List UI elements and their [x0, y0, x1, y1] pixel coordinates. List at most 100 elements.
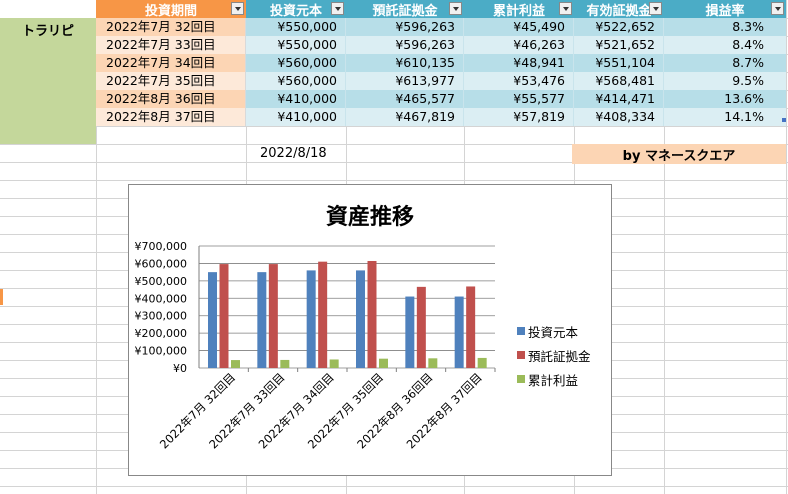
profit-cell[interactable]: ¥55,577	[464, 90, 574, 108]
byline-cell[interactable]: by マネースクエア	[572, 144, 786, 164]
table-row[interactable]: 2022年8月 37回目 ¥410,000 ¥467,819 ¥57,819 ¥408,…	[96, 108, 786, 126]
effective-cell[interactable]: ¥551,104	[574, 54, 664, 72]
filter-dropdown-deposit[interactable]	[449, 2, 462, 15]
y-tick-label: ¥0	[173, 362, 187, 375]
deposit-cell[interactable]: ¥613,977	[346, 72, 464, 90]
y-tick-label: ¥600,000	[135, 257, 188, 270]
bar-deposit	[367, 260, 377, 368]
bar-principal	[208, 272, 217, 368]
effective-cell[interactable]: ¥522,652	[574, 18, 664, 36]
principal-cell[interactable]: ¥550,000	[246, 36, 346, 54]
legend-item-profit: 累計利益	[517, 367, 591, 391]
deposit-cell[interactable]: ¥610,135	[346, 54, 464, 72]
profit-cell[interactable]: ¥45,490	[464, 18, 574, 36]
bar-profit	[231, 360, 240, 368]
period-cell[interactable]: 2022年7月 34回目	[96, 54, 246, 72]
rate-cell[interactable]: 8.3%	[664, 18, 786, 36]
y-tick-label: ¥300,000	[135, 310, 188, 323]
principal-cell[interactable]: ¥560,000	[246, 72, 346, 90]
period-cell[interactable]: 2022年8月 37回目	[96, 108, 246, 126]
header-rate: 損益率	[664, 0, 786, 19]
rate-cell[interactable]: 13.6%	[664, 90, 786, 108]
bar-principal	[356, 270, 365, 368]
filter-dropdown-period[interactable]	[231, 2, 244, 15]
table-row[interactable]: 2022年7月 32回目 ¥550,000 ¥596,263 ¥45,490 ¥522,…	[96, 18, 786, 36]
filter-dropdown-profit[interactable]	[559, 2, 572, 15]
deposit-cell[interactable]: ¥465,577	[346, 90, 464, 108]
deposit-cell[interactable]: ¥596,263	[346, 18, 464, 36]
filter-dropdown-rate[interactable]	[771, 2, 784, 15]
effective-cell[interactable]: ¥414,471	[574, 90, 664, 108]
header-deposit: 預託証拠金	[346, 0, 464, 19]
legend-label-deposit: 預託証拠金	[528, 348, 591, 364]
rate-cell[interactable]: 8.7%	[664, 54, 786, 72]
table-row[interactable]: 2022年8月 36回目 ¥410,000 ¥465,577 ¥55,577 ¥414,…	[96, 90, 786, 108]
rate-cell[interactable]: 14.1%	[664, 108, 786, 126]
effective-cell[interactable]: ¥521,652	[574, 36, 664, 54]
filter-dropdown-effective[interactable]	[649, 2, 662, 15]
bar-profit	[477, 357, 487, 368]
principal-cell[interactable]: ¥410,000	[246, 108, 346, 126]
bar-profit	[329, 359, 339, 368]
profit-cell[interactable]: ¥57,819	[464, 108, 574, 126]
bar-deposit	[416, 286, 426, 368]
deposit-cell[interactable]: ¥467,819	[346, 108, 464, 126]
header-effective-label: 有効証拠金	[586, 3, 652, 19]
bar-deposit	[268, 264, 278, 368]
grid-row-line	[0, 486, 788, 487]
period-cell[interactable]: 2022年7月 35回目	[96, 72, 246, 90]
grid-row-line	[0, 126, 788, 127]
bar-principal	[454, 296, 464, 368]
bar-principal	[257, 272, 267, 368]
profit-cell[interactable]: ¥53,476	[464, 72, 574, 90]
filter-dropdown-principal[interactable]	[331, 2, 344, 15]
y-tick-label: ¥700,000	[135, 240, 188, 253]
legend-label-profit: 累計利益	[528, 372, 579, 388]
grid-column-line	[664, 0, 665, 494]
asset-chart[interactable]: 資産推移 ¥0 ¥100,000 ¥200,000 ¥300,000 ¥400,000 ¥…	[128, 184, 612, 476]
grid-row-line	[0, 180, 788, 181]
chart-title: 資産推移	[325, 205, 414, 230]
period-cell[interactable]: 2022年7月 33回目	[96, 36, 246, 54]
grid-column-line	[96, 0, 97, 494]
bar-principal	[405, 296, 415, 368]
table-row[interactable]: 2022年7月 35回目 ¥560,000 ¥613,977 ¥53,476 ¥568,…	[96, 72, 786, 90]
legend-item-deposit: 預託証拠金	[517, 343, 591, 367]
period-cell[interactable]: 2022年8月 36回目	[96, 90, 246, 108]
account-name-cell[interactable]: トラリピ	[0, 18, 96, 144]
bar-profit	[379, 358, 388, 368]
table-resize-handle[interactable]	[782, 118, 786, 122]
header-deposit-label: 預託証拠金	[372, 3, 438, 19]
profit-cell[interactable]: ¥46,263	[464, 36, 574, 54]
legend-swatch-deposit	[517, 351, 525, 359]
profit-cell[interactable]: ¥48,941	[464, 54, 574, 72]
header-principal-label: 投資元本	[269, 3, 322, 19]
deposit-cell[interactable]: ¥596,263	[346, 36, 464, 54]
legend-item-principal: 投資元本	[517, 319, 591, 343]
principal-cell[interactable]: ¥550,000	[246, 18, 346, 36]
rate-cell[interactable]: 9.5%	[664, 72, 786, 90]
table-row[interactable]: 2022年7月 33回目 ¥550,000 ¥596,263 ¥46,263 ¥521,…	[96, 36, 786, 54]
bar-profit	[280, 359, 290, 368]
bar-profit	[428, 358, 438, 368]
y-tick-label: ¥400,000	[135, 292, 188, 305]
header-rate-label: 損益率	[705, 3, 745, 19]
header-effective: 有効証拠金	[574, 0, 664, 19]
header-period-label: 投資期間	[144, 3, 197, 19]
effective-cell[interactable]: ¥568,481	[574, 72, 664, 90]
period-cell[interactable]: 2022年7月 32回目	[96, 18, 246, 36]
principal-cell[interactable]: ¥410,000	[246, 90, 346, 108]
chart-plot: ¥0 ¥100,000 ¥200,000 ¥300,000 ¥400,000 ¥500,0…	[135, 240, 496, 451]
rate-cell[interactable]: 8.4%	[664, 36, 786, 54]
header-principal: 投資元本	[246, 0, 346, 19]
bar-deposit	[219, 264, 229, 368]
grid-column-line	[786, 0, 787, 494]
principal-cell[interactable]: ¥560,000	[246, 54, 346, 72]
table-row[interactable]: 2022年7月 34回目 ¥560,000 ¥610,135 ¥48,941 ¥551,…	[96, 54, 786, 72]
effective-cell[interactable]: ¥408,334	[574, 108, 664, 126]
y-tick-label: ¥200,000	[135, 327, 188, 340]
date-cell[interactable]: 2022/8/18	[260, 146, 327, 161]
chart-legend: 投資元本 預託証拠金 累計利益	[517, 319, 591, 391]
bar-deposit	[466, 286, 476, 368]
y-tick-label: ¥500,000	[135, 275, 188, 288]
